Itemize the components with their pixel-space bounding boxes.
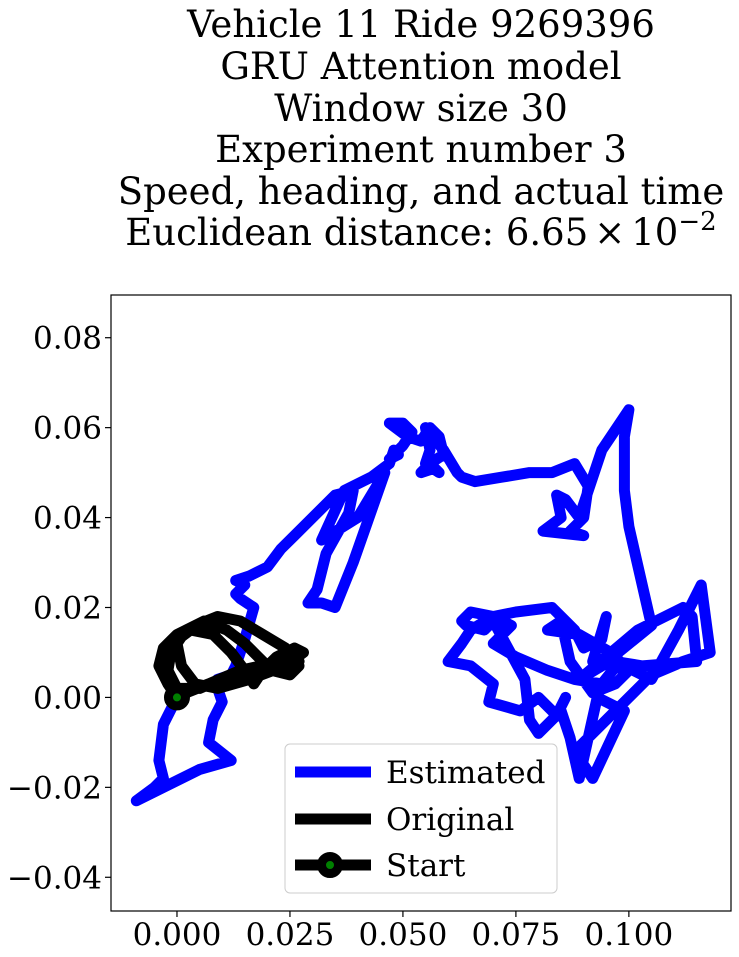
start-marker [163, 684, 190, 711]
x-tick-label: 0.000 [133, 917, 222, 953]
series-line-estimated [130, 404, 716, 807]
y-tick-label: 0.00 [33, 680, 102, 716]
legend-label-estimated: Estimated [386, 755, 545, 791]
x-tick-label: 0.050 [359, 917, 448, 953]
y-tick-label: 0.04 [33, 501, 102, 537]
title-line-3: Window size 30 [274, 87, 568, 130]
y-tick-label: −0.02 [7, 770, 102, 806]
axes: 0.000 0.025 0.050 0.075 0.100 −0.04 −0.02 0.00 0… [7, 294, 732, 953]
title-line-5: Speed, heading, and actual time [118, 170, 725, 213]
plot-area [130, 404, 716, 807]
title-line-4: Experiment number 3 [215, 128, 627, 171]
y-tick-label: 0.06 [33, 411, 102, 447]
title-metric-base: 10 [631, 211, 678, 254]
title-metric-exponent: −2 [678, 207, 716, 237]
y-tick-label: 0.02 [33, 590, 102, 626]
plot-series [130, 404, 716, 807]
legend-label-original: Original [386, 802, 514, 838]
title-line-1: Vehicle 11 Ride 9269396 [186, 3, 655, 46]
title-metric-prefix: Euclidean distance: 6.65 [125, 211, 588, 254]
legend: Estimated Original Start [284, 743, 558, 894]
legend-label-start: Start [386, 848, 466, 884]
y-tick-label: 0.08 [33, 321, 102, 357]
title-line-2: GRU Attention model [220, 45, 621, 88]
x-tick-label: 0.100 [584, 917, 673, 953]
series-line-original [153, 611, 309, 703]
legend-box [284, 743, 558, 894]
x-tick-label: 0.075 [472, 917, 561, 953]
title-line-6: Euclidean distance: 6.65 × 10−2 [125, 207, 716, 254]
legend-marker-start [317, 852, 343, 878]
x-tick-label: 0.025 [246, 917, 335, 953]
chart-title: Vehicle 11 Ride 9269396 GRU Attention mo… [118, 3, 725, 254]
axes-frame [110, 294, 732, 912]
y-tick-label: −0.04 [7, 860, 102, 896]
title-metric-times: × [594, 211, 625, 254]
